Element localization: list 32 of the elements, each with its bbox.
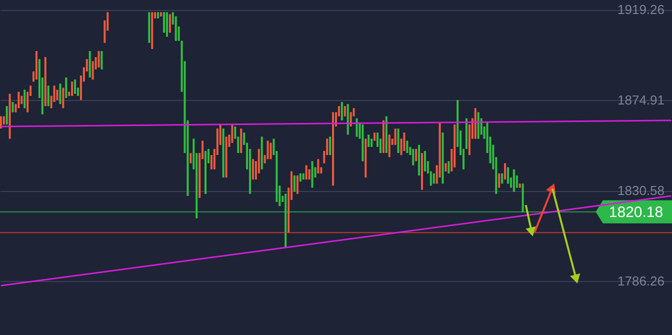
- candlestick: [59, 83, 62, 105]
- candlestick: [6, 106, 8, 125]
- candlestick: [350, 112, 352, 127]
- candlestick: [231, 124, 234, 144]
- candlestick: [62, 87, 64, 109]
- candlestick: [412, 148, 414, 166]
- ref-line-label: 1820.18: [608, 204, 664, 221]
- candlestick: [340, 102, 343, 121]
- y-tick-label: 1919.26: [618, 2, 664, 18]
- candlestick: [424, 150, 426, 172]
- y-tick-label: 1830.58: [618, 183, 664, 198]
- y-tick-label: 1874.91: [618, 92, 664, 108]
- candlestick: [74, 79, 76, 94]
- candlestick: [47, 85, 50, 107]
- candlestick: [296, 174, 298, 194]
- candlestick: [504, 162, 506, 180]
- candlestick: [394, 128, 396, 146]
- candlestick: [448, 160, 450, 174]
- candlestick: [65, 77, 68, 98]
- candlestick: [329, 136, 332, 156]
- candlestick: [252, 158, 254, 180]
- candlestick: [403, 132, 406, 152]
- candlestick: [71, 81, 74, 96]
- candlestick: [368, 134, 370, 148]
- candlestick: [344, 106, 346, 117]
- candlestick: [92, 60, 94, 80]
- candlestick: [388, 134, 390, 158]
- candlestick: [98, 50, 100, 68]
- candlestick: [100, 50, 103, 70]
- y-tick-label: 1786.26: [618, 274, 664, 289]
- candlestick: [317, 158, 320, 174]
- candlestick: [512, 168, 515, 192]
